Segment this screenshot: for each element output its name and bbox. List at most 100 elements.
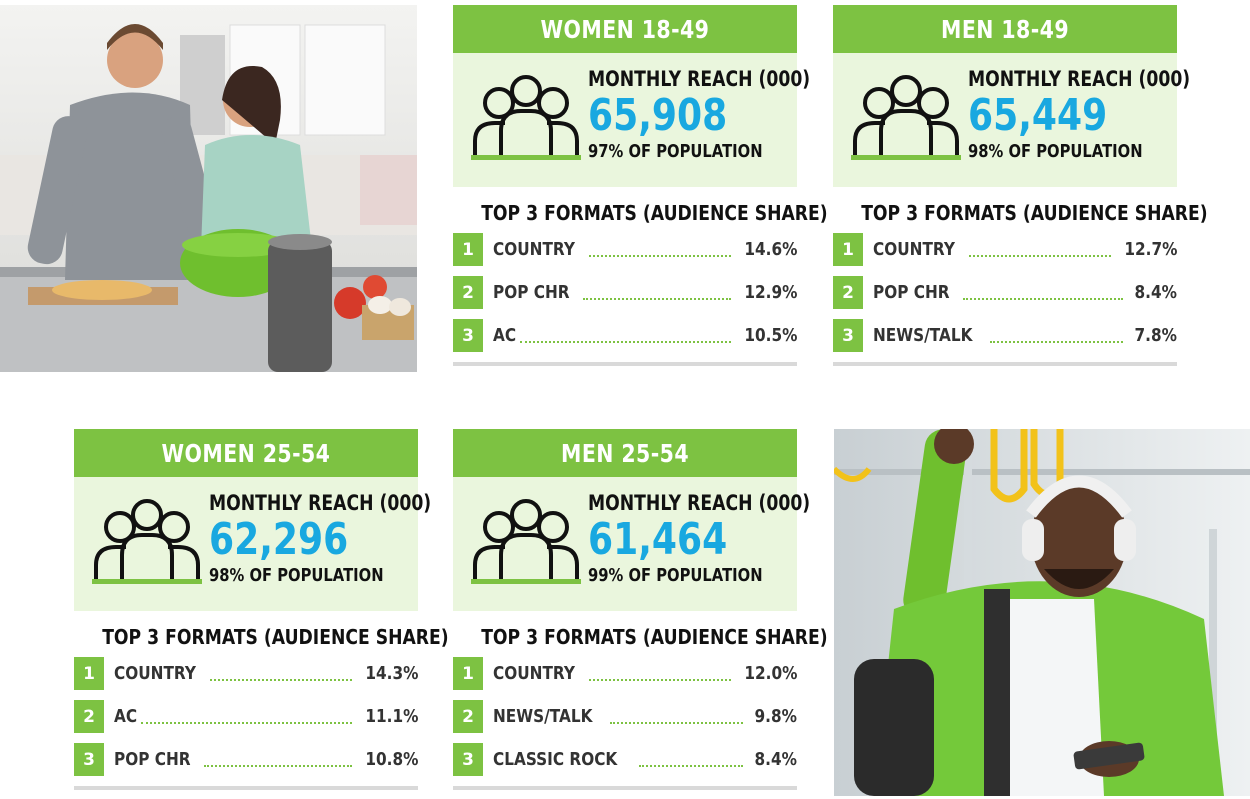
list-item: 1 COUNTRY 14.3% [74,657,418,690]
demo-panel-men-18-49: MEN 18-49 MONTHLY REACH (000) 65,449 98%… [833,5,1208,366]
rank-badge: 3 [453,743,483,776]
list-item: 3 NEWS/TALK 7.8% [833,319,1177,352]
format-list: 1 COUNTRY 14.6% 2 POP CHR 12.9% 3 AC 10.… [453,233,797,352]
reach-label: MONTHLY REACH (000) [588,67,811,91]
format-share: 12.7% [1123,239,1177,260]
list-item: 2 POP CHR 8.4% [833,276,1177,309]
format-name: NEWS/TALK [873,325,973,346]
panel-title: MEN 18-49 [833,5,1177,53]
format-share: 12.0% [743,663,797,684]
format-name: AC [114,706,138,727]
format-share: 12.9% [743,282,797,303]
format-share: 7.8% [1134,325,1177,346]
rank-badge: 3 [833,319,863,352]
rank-badge: 2 [453,276,483,309]
list-item: 3 AC 10.5% [453,319,797,352]
dotted-leader [639,763,744,767]
reach-value: 65,449 [968,90,1108,141]
format-list: 1 COUNTRY 12.0% 2 NEWS/TALK 9.8% 3 CLASS… [453,657,797,776]
population-percent: 99% OF POPULATION [588,565,763,586]
kitchen-couple-photo [0,5,417,372]
dotted-leader [989,339,1124,343]
reach-box: MONTHLY REACH (000) 65,449 98% OF POPULA… [833,53,1190,187]
divider [453,362,797,366]
format-share: 11.1% [364,706,418,727]
list-item: 3 POP CHR 10.8% [74,743,418,776]
dotted-leader [963,296,1124,300]
rank-badge: 2 [833,276,863,309]
format-share: 14.6% [743,239,797,260]
reach-value: 65,908 [588,90,728,141]
dotted-leader [589,253,731,257]
formats-title: TOP 3 FORMATS (AUDIENCE SHARE) [102,625,449,649]
format-name: COUNTRY [493,663,575,684]
format-name: COUNTRY [114,663,196,684]
population-percent: 98% OF POPULATION [209,565,384,586]
list-item: 2 AC 11.1% [74,700,418,733]
format-share: 9.8% [754,706,797,727]
reach-value: 61,464 [588,514,728,565]
rank-badge: 1 [74,657,104,690]
divider [453,786,797,790]
formats-title: TOP 3 FORMATS (AUDIENCE SHARE) [861,201,1208,225]
rank-badge: 3 [453,319,483,352]
dotted-leader [583,296,731,300]
rank-badge: 1 [453,657,483,690]
divider [833,362,1177,366]
reach-label: MONTHLY REACH (000) [588,491,811,515]
dotted-leader [204,763,352,767]
list-item: 1 COUNTRY 12.7% [833,233,1177,266]
rank-badge: 1 [833,233,863,266]
format-name: COUNTRY [873,239,955,260]
demo-panel-men-25-54: MEN 25-54 MONTHLY REACH (000) 61,464 99%… [453,429,828,790]
format-name: COUNTRY [493,239,575,260]
panel-title: WOMEN 18-49 [453,5,797,53]
format-name: POP CHR [493,282,570,303]
dotted-leader [609,720,744,724]
format-share: 8.4% [1134,282,1177,303]
population-percent: 97% OF POPULATION [588,141,763,162]
format-name: AC [493,325,517,346]
rank-badge: 3 [74,743,104,776]
reach-label: MONTHLY REACH (000) [209,491,432,515]
format-name: POP CHR [873,282,950,303]
panel-title: MEN 25-54 [453,429,797,477]
dotted-leader [969,253,1111,257]
rank-badge: 2 [453,700,483,733]
dotted-leader [210,677,352,681]
list-item: 1 COUNTRY 14.6% [453,233,797,266]
formats-title: TOP 3 FORMATS (AUDIENCE SHARE) [481,625,828,649]
format-list: 1 COUNTRY 14.3% 2 AC 11.1% 3 POP CHR 10.… [74,657,418,776]
formats-title: TOP 3 FORMATS (AUDIENCE SHARE) [481,201,828,225]
format-share: 10.8% [364,749,418,770]
people-group-icon [92,499,202,584]
reach-value: 62,296 [209,514,349,565]
reach-box: MONTHLY REACH (000) 62,296 98% OF POPULA… [74,477,431,611]
reach-label: MONTHLY REACH (000) [968,67,1191,91]
format-name: CLASSIC ROCK [493,749,618,770]
population-percent: 98% OF POPULATION [968,141,1143,162]
panel-title: WOMEN 25-54 [74,429,418,477]
rank-badge: 2 [74,700,104,733]
people-group-icon [471,75,581,160]
list-item: 2 NEWS/TALK 9.8% [453,700,797,733]
demo-panel-women-25-54: WOMEN 25-54 MONTHLY REACH (000) 62,296 9… [74,429,449,790]
format-share: 10.5% [743,325,797,346]
demo-panel-women-18-49: WOMEN 18-49 MONTHLY REACH (000) 65,908 9… [453,5,828,366]
people-group-icon [851,75,961,160]
rank-badge: 1 [453,233,483,266]
format-name: POP CHR [114,749,191,770]
format-share: 14.3% [364,663,418,684]
dotted-leader [589,677,731,681]
dotted-leader [141,720,352,724]
dotted-leader [520,339,731,343]
divider [74,786,418,790]
list-item: 2 POP CHR 12.9% [453,276,797,309]
people-group-icon [471,499,581,584]
list-item: 3 CLASSIC ROCK 8.4% [453,743,797,776]
reach-box: MONTHLY REACH (000) 65,908 97% OF POPULA… [453,53,810,187]
list-item: 1 COUNTRY 12.0% [453,657,797,690]
reach-box: MONTHLY REACH (000) 61,464 99% OF POPULA… [453,477,810,611]
format-share: 8.4% [754,749,797,770]
format-name: NEWS/TALK [493,706,593,727]
